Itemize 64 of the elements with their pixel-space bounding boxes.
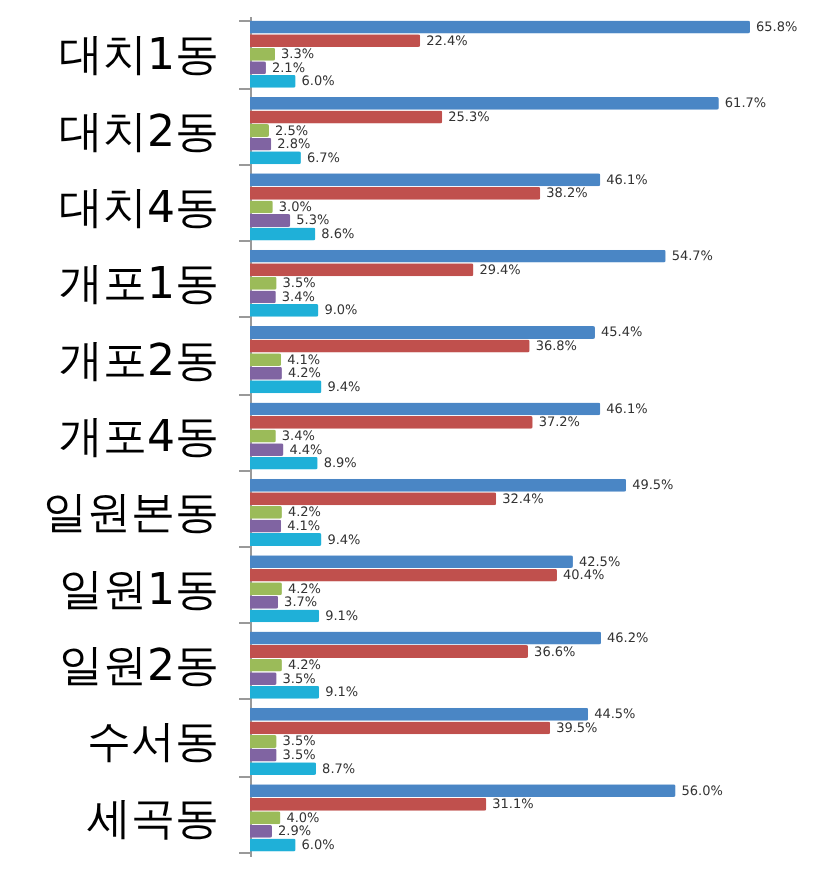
bar [250, 290, 276, 304]
bar [250, 645, 529, 658]
bar [250, 402, 601, 416]
bar [250, 478, 627, 492]
bar [250, 707, 589, 721]
bar [250, 137, 272, 151]
y-tick-label: 일원1동 [59, 565, 219, 616]
bar [250, 824, 273, 838]
y-tick-label: 일원본동 [43, 489, 219, 540]
bar [250, 672, 277, 686]
bar [250, 555, 573, 569]
bar [250, 366, 282, 380]
bar [250, 353, 282, 367]
bar [250, 74, 296, 88]
bar [250, 456, 318, 470]
bar [250, 47, 276, 61]
y-tick-label: 개포1동 [59, 260, 219, 311]
bar [250, 34, 421, 48]
bar [250, 492, 497, 506]
bar [250, 249, 666, 263]
bar [250, 124, 269, 137]
bar [250, 263, 474, 277]
bar [250, 568, 557, 582]
y-tick-label: 세곡동 [87, 794, 219, 845]
bar [250, 658, 282, 672]
bar [250, 609, 320, 623]
y-tick-label: 개포4동 [59, 413, 219, 463]
bar [250, 582, 282, 596]
bar [250, 748, 277, 762]
bar [250, 595, 279, 609]
bar [250, 631, 602, 645]
bar [250, 339, 530, 353]
y-tick-label: 수서동 [87, 718, 219, 769]
bar [250, 505, 282, 519]
y-tick-label: 대치2동 [59, 107, 219, 158]
bar [250, 151, 301, 165]
bar [250, 415, 533, 429]
bar [250, 784, 676, 798]
bar [250, 443, 284, 457]
bar [250, 533, 322, 546]
bar [250, 380, 322, 394]
bar [250, 303, 319, 317]
bar [250, 276, 277, 290]
bar [250, 110, 443, 124]
y-tick-label: 대치1동 [59, 31, 219, 82]
bar [250, 214, 291, 227]
y-tick-label: 대치4동 [59, 183, 219, 234]
bar [250, 20, 750, 34]
bar [250, 96, 719, 110]
y-tick-label: 일원2동 [59, 642, 219, 693]
bar [250, 326, 595, 339]
bar [250, 735, 277, 748]
bar [250, 797, 487, 811]
bar [250, 838, 296, 852]
bar [250, 173, 601, 187]
bar [250, 685, 320, 699]
y-tick-label: 개포2동 [59, 336, 219, 387]
bar [250, 227, 316, 241]
bar [250, 762, 317, 776]
bar [250, 519, 282, 533]
bar [250, 811, 281, 825]
bar [250, 721, 551, 735]
bar [250, 186, 541, 200]
bar [250, 429, 276, 443]
